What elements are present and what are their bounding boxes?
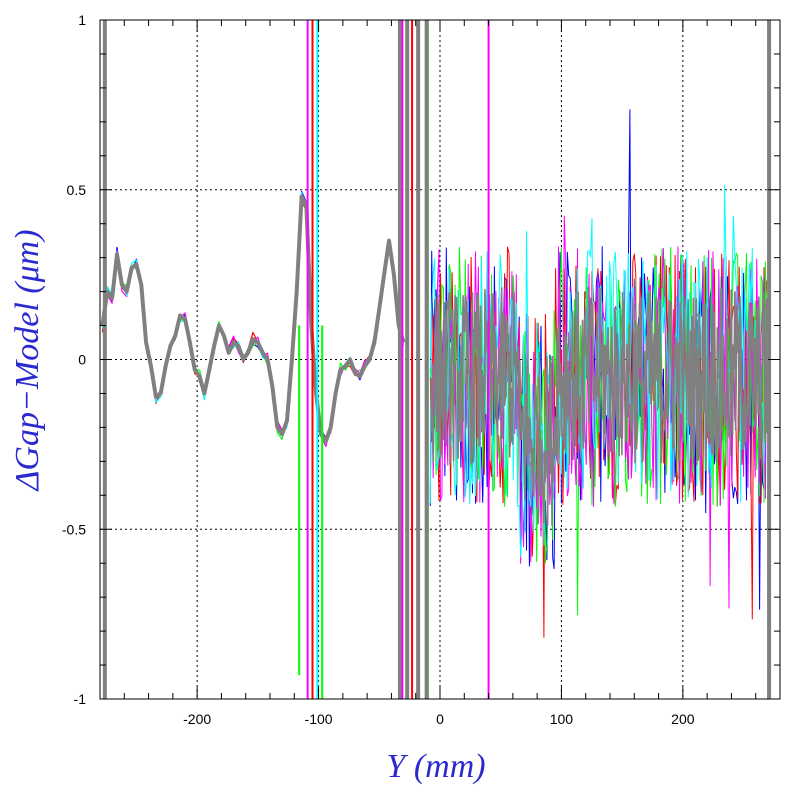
y-tick-label: 0.5 (67, 182, 87, 198)
x-tick-label: 100 (550, 711, 574, 727)
x-tick-label: -100 (305, 711, 333, 727)
x-axis-label: Y (mm) (386, 748, 485, 785)
y-tick-label: 1 (78, 12, 86, 28)
profile-line (100, 194, 406, 443)
x-tick-label: 0 (436, 711, 444, 727)
y-tick-label: -0.5 (62, 521, 86, 537)
y-tick-label: 0 (78, 352, 86, 368)
profile-lines (100, 190, 406, 448)
noise-trace (429, 287, 769, 526)
y-tick-labels: -1 -0.5 0 0.5 1 (62, 12, 86, 707)
axis-ticks (100, 19, 780, 700)
x-tick-label: 200 (671, 711, 695, 727)
noise-region (429, 109, 769, 638)
x-tick-labels: -200 -100 0 100 200 (183, 711, 695, 727)
spike-lines (102, 20, 772, 699)
x-tick-label: -200 (183, 711, 211, 727)
y-tick-label: -1 (74, 691, 87, 707)
y-axis-label: ΔGap−Model (μm) (9, 229, 46, 492)
